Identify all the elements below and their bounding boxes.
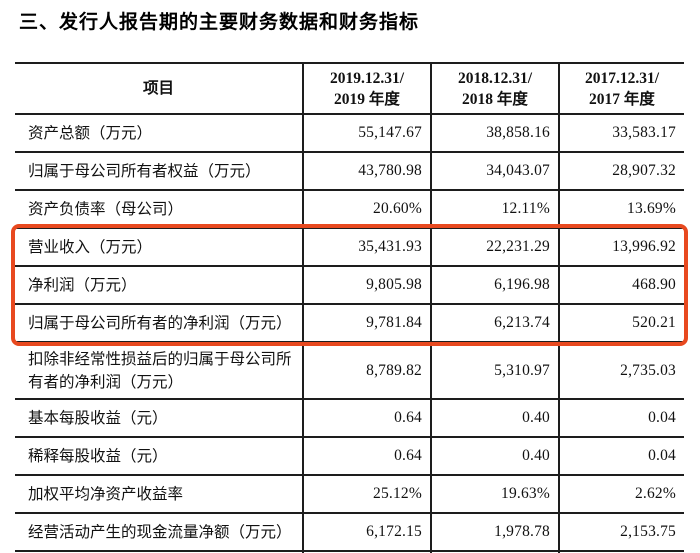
header-2018: 2018.12.31/ 2018 年度 bbox=[430, 62, 559, 115]
cell-value: 9,781.84 bbox=[302, 303, 431, 342]
cell-value: 55,147.67 bbox=[302, 113, 431, 152]
table-row: 经营活动产生的现金流量净额（万元） 6,172.15 1,978.78 2,153.7… bbox=[15, 512, 684, 551]
table-row: 资产负债率（母公司） 20.60% 12.11% 13.69% bbox=[15, 189, 684, 228]
header-item-label: 项目 bbox=[142, 80, 174, 97]
table-row: 加权平均净资产收益率 25.12% 19.63% 2.62% bbox=[15, 474, 684, 513]
cell-value: 0.04 bbox=[558, 436, 684, 475]
cell-value: - bbox=[558, 550, 684, 553]
table-row: 归属于母公司所有者的净利润（万元） 9,781.84 6,213.74 520.21 bbox=[15, 303, 684, 342]
header-item: 项目 bbox=[15, 62, 303, 115]
cell-value: 35,431.93 bbox=[302, 227, 431, 266]
table-row: 现金分红（万元）-1,078.00- bbox=[15, 550, 684, 553]
header-2019-line2: 2019 年度 bbox=[334, 90, 400, 108]
table-row: 稀释每股收益（元） 0.64 0.40 0.04 bbox=[15, 436, 684, 475]
header-2019-line1: 2019.12.31/ bbox=[329, 69, 405, 87]
header-2017-line2: 2017 年度 bbox=[589, 90, 655, 108]
cell-value: 22,231.29 bbox=[430, 227, 559, 266]
cell-value: 0.40 bbox=[430, 398, 559, 437]
cell-value: 20.60% bbox=[302, 189, 431, 228]
table-row: 资产总额（万元） 55,147.67 38,858.16 33,583.17 bbox=[15, 113, 684, 152]
header-2018-line1: 2018.12.31/ bbox=[457, 69, 533, 87]
cell-value: 9,805.98 bbox=[302, 265, 431, 304]
cell-value: 520.21 bbox=[558, 303, 684, 342]
cell-value: - bbox=[302, 550, 431, 553]
cell-value: 5,310.97 bbox=[430, 341, 559, 399]
row-label: 净利润（万元） bbox=[15, 265, 303, 304]
cell-value: 33,583.17 bbox=[558, 113, 684, 152]
row-label: 归属于母公司所有者的净利润（万元） bbox=[15, 303, 303, 342]
cell-value: 6,172.15 bbox=[302, 512, 431, 551]
cell-value: 12.11% bbox=[430, 189, 559, 228]
row-label: 资产负债率（母公司） bbox=[15, 189, 303, 228]
header-2018-line2: 2018 年度 bbox=[462, 90, 528, 108]
cell-value: 0.64 bbox=[302, 436, 431, 475]
financial-table-container: 项目 2019.12.31/ 2019 年度 2018.12.31/ 2018 … bbox=[11, 62, 688, 553]
cell-value: 13,996.92 bbox=[558, 227, 684, 266]
cell-value: 6,196.98 bbox=[430, 265, 559, 304]
cell-value: 13.69% bbox=[558, 189, 684, 228]
row-label: 稀释每股收益（元） bbox=[15, 436, 303, 475]
row-label: 扣除非经常性损益后的归属于母公司所有者的净利润（万元） bbox=[15, 341, 303, 399]
cell-value: 34,043.07 bbox=[430, 151, 559, 190]
section-title: 三、发行人报告期的主要财务数据和财务指标 bbox=[19, 12, 420, 33]
cell-value: 25.12% bbox=[302, 474, 431, 513]
table-row: 营业收入（万元） 35,431.93 22,231.29 13,996.92 bbox=[15, 227, 684, 266]
cell-value: 8,789.82 bbox=[302, 341, 431, 399]
cell-value: 468.90 bbox=[558, 265, 684, 304]
row-label: 资产总额（万元） bbox=[15, 113, 303, 152]
cell-value: 1,078.00 bbox=[430, 550, 559, 553]
table-header-row: 项目 2019.12.31/ 2019 年度 2018.12.31/ 2018 … bbox=[15, 62, 684, 115]
cell-value: 38,858.16 bbox=[430, 113, 559, 152]
row-label: 营业收入（万元） bbox=[15, 227, 303, 266]
row-label: 归属于母公司所有者权益（万元） bbox=[15, 151, 303, 190]
table-body: 资产总额（万元） 55,147.67 38,858.16 33,583.17 归属于母公… bbox=[15, 113, 684, 553]
cell-value: 19.63% bbox=[430, 474, 559, 513]
cell-value: 43,780.98 bbox=[302, 151, 431, 190]
table-row: 扣除非经常性损益后的归属于母公司所有者的净利润（万元） 8,789.82 5,310… bbox=[15, 341, 684, 399]
financial-table: 项目 2019.12.31/ 2019 年度 2018.12.31/ 2018 … bbox=[15, 62, 684, 553]
table-row: 归属于母公司所有者权益（万元） 43,780.98 34,043.07 28,907.… bbox=[15, 151, 684, 190]
cell-value: 2,735.03 bbox=[558, 341, 684, 399]
cell-value: 2.62% bbox=[558, 474, 684, 513]
cell-value: 2,153.75 bbox=[558, 512, 684, 551]
cell-value: 6,213.74 bbox=[430, 303, 559, 342]
cell-value: 1,978.78 bbox=[430, 512, 559, 551]
table-row: 净利润（万元） 9,805.98 6,196.98 468.90 bbox=[15, 265, 684, 304]
header-2017: 2017.12.31/ 2017 年度 bbox=[558, 62, 684, 115]
row-label: 加权平均净资产收益率 bbox=[15, 474, 303, 513]
header-2019: 2019.12.31/ 2019 年度 bbox=[302, 62, 431, 115]
row-label: 基本每股收益（元） bbox=[15, 398, 303, 437]
cell-value: 28,907.32 bbox=[558, 151, 684, 190]
header-2017-line1: 2017.12.31/ bbox=[584, 69, 660, 87]
row-label: 现金分红（万元） bbox=[15, 550, 303, 553]
cell-value: 0.40 bbox=[430, 436, 559, 475]
table-row: 基本每股收益（元） 0.64 0.40 0.04 bbox=[15, 398, 684, 437]
cell-value: 0.64 bbox=[302, 398, 431, 437]
row-label: 经营活动产生的现金流量净额（万元） bbox=[15, 512, 303, 551]
cell-value: 0.04 bbox=[558, 398, 684, 437]
